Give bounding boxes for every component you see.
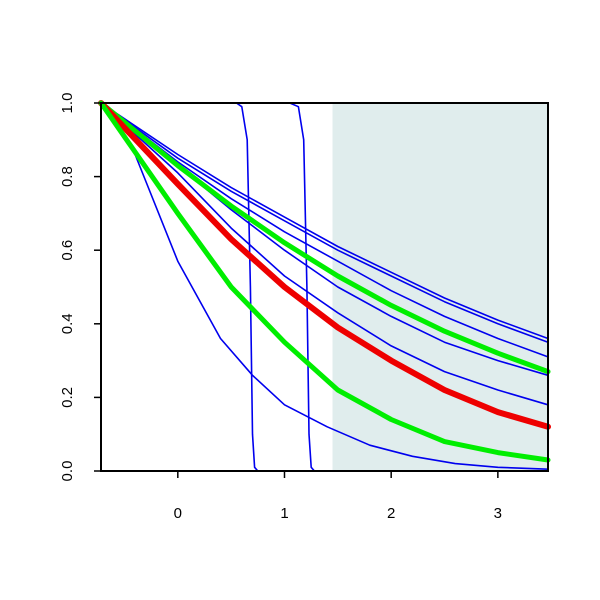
x-tick-label: 2 <box>387 505 395 522</box>
x-tick-label: 1 <box>280 505 288 522</box>
series-line-9 <box>98 100 551 375</box>
series-line-11 <box>98 100 551 463</box>
y-tick-label: 1.0 <box>59 93 76 114</box>
y-tick-label: 0.4 <box>59 313 76 334</box>
series-line-10 <box>98 100 551 430</box>
x-tick-label: 3 <box>494 505 502 522</box>
series-line-5 <box>100 102 549 340</box>
y-tick-label: 0.8 <box>59 166 76 187</box>
y-tick-label: 0.6 <box>59 240 76 261</box>
series-line-6 <box>100 102 549 344</box>
y-tick-label: 0.2 <box>59 387 76 408</box>
series-line-8 <box>100 102 549 406</box>
x-tick-label: 0 <box>174 505 182 522</box>
y-tick-label: 0.0 <box>59 461 76 482</box>
series-layer <box>98 100 551 472</box>
axes-layer: 0 1 2 3 0.0 0.2 0.4 0.6 0.8 1.0 <box>59 93 549 522</box>
series-line-1 <box>100 102 549 471</box>
series-line-4 <box>100 102 549 358</box>
plot-frame <box>100 102 549 472</box>
